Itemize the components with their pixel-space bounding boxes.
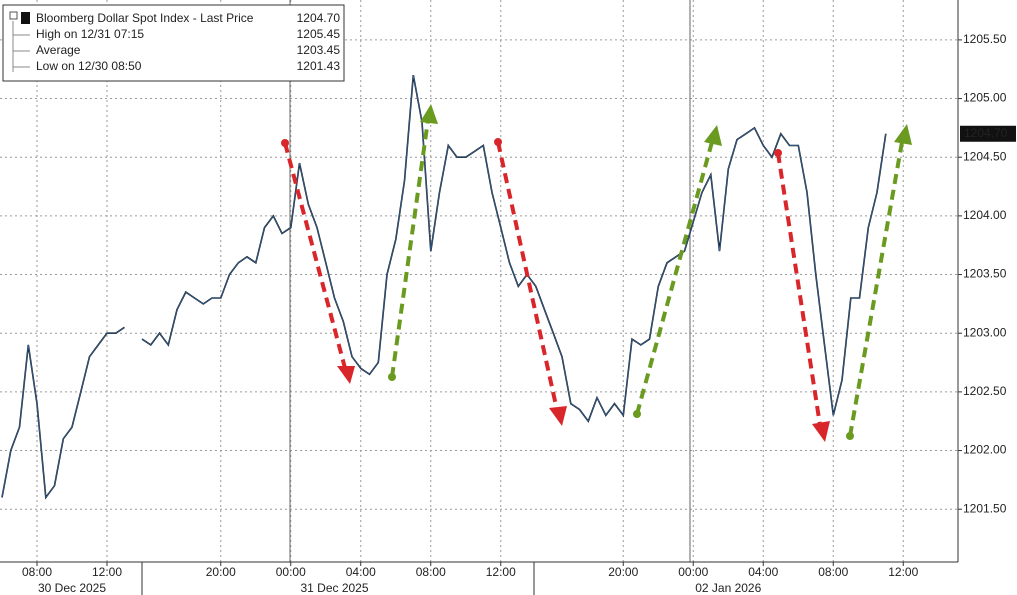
arrow-up — [633, 125, 722, 418]
date-label: 30 Dec 2025 — [38, 581, 106, 595]
legend-icon — [9, 11, 18, 20]
legend-label: Bloomberg Dollar Spot Index - Last Price — [36, 11, 254, 25]
legend-swatch — [21, 12, 30, 24]
series-line-highlight — [1, 75, 887, 499]
grid — [0, 0, 958, 562]
legend-tree — [12, 21, 30, 72]
arrow-down — [494, 138, 567, 426]
arrow-up — [388, 104, 438, 381]
legend-value: 1201.43 — [297, 59, 341, 73]
x-tick-label: 08:00 — [818, 565, 848, 579]
legend-box — [2, 4, 345, 82]
legend-value: 1204.70 — [297, 11, 341, 25]
y-tick-label: 1205.00 — [963, 91, 1007, 105]
last-price-tag: 1204.70 — [960, 125, 1016, 142]
trend-arrows — [281, 104, 912, 442]
x-tick-label: 00:00 — [276, 565, 306, 579]
y-tick-label: 1205.50 — [963, 32, 1007, 46]
y-tick-label: 1202.50 — [963, 384, 1007, 398]
x-tick-label: 04:00 — [748, 565, 778, 579]
x-tick-label: 20:00 — [608, 565, 638, 579]
arrow-down — [774, 149, 830, 442]
x-tick-label: 20:00 — [206, 565, 236, 579]
arrow-down — [281, 139, 355, 384]
y-tick-label: 1204.50 — [963, 149, 1007, 163]
last-price-box — [960, 125, 1016, 142]
date-label: 02 Jan 2026 — [695, 581, 761, 595]
arrow-up — [846, 124, 912, 440]
last-price-label: 1204.70 — [964, 126, 1008, 140]
x-tick-label: 08:00 — [416, 565, 446, 579]
date-label: 31 Dec 2025 — [300, 581, 368, 595]
legend-value: 1205.45 — [297, 27, 341, 41]
price-line — [1, 74, 887, 500]
legend-label: High on 12/31 07:15 — [36, 27, 144, 41]
legend: Bloomberg Dollar Spot Index - Last Price… — [2, 4, 345, 82]
y-tick-label: 1203.00 — [963, 325, 1007, 339]
y-tick-label: 1203.50 — [963, 267, 1007, 281]
y-tick-label: 1201.50 — [963, 501, 1007, 515]
x-tick-label: 08:00 — [22, 565, 52, 579]
x-tick-label: 12:00 — [486, 565, 516, 579]
y-tick-label: 1202.00 — [963, 443, 1007, 457]
legend-label: Average — [36, 43, 81, 57]
legend-label: Low on 12/30 08:50 — [36, 59, 142, 73]
x-tick-label: 12:00 — [888, 565, 918, 579]
legend-value: 1203.45 — [297, 43, 341, 57]
x-tick-label: 00:00 — [678, 565, 708, 579]
x-tick-label: 04:00 — [346, 565, 376, 579]
y-tick-label: 1204.00 — [963, 208, 1007, 222]
x-tick-label: 12:00 — [92, 565, 122, 579]
